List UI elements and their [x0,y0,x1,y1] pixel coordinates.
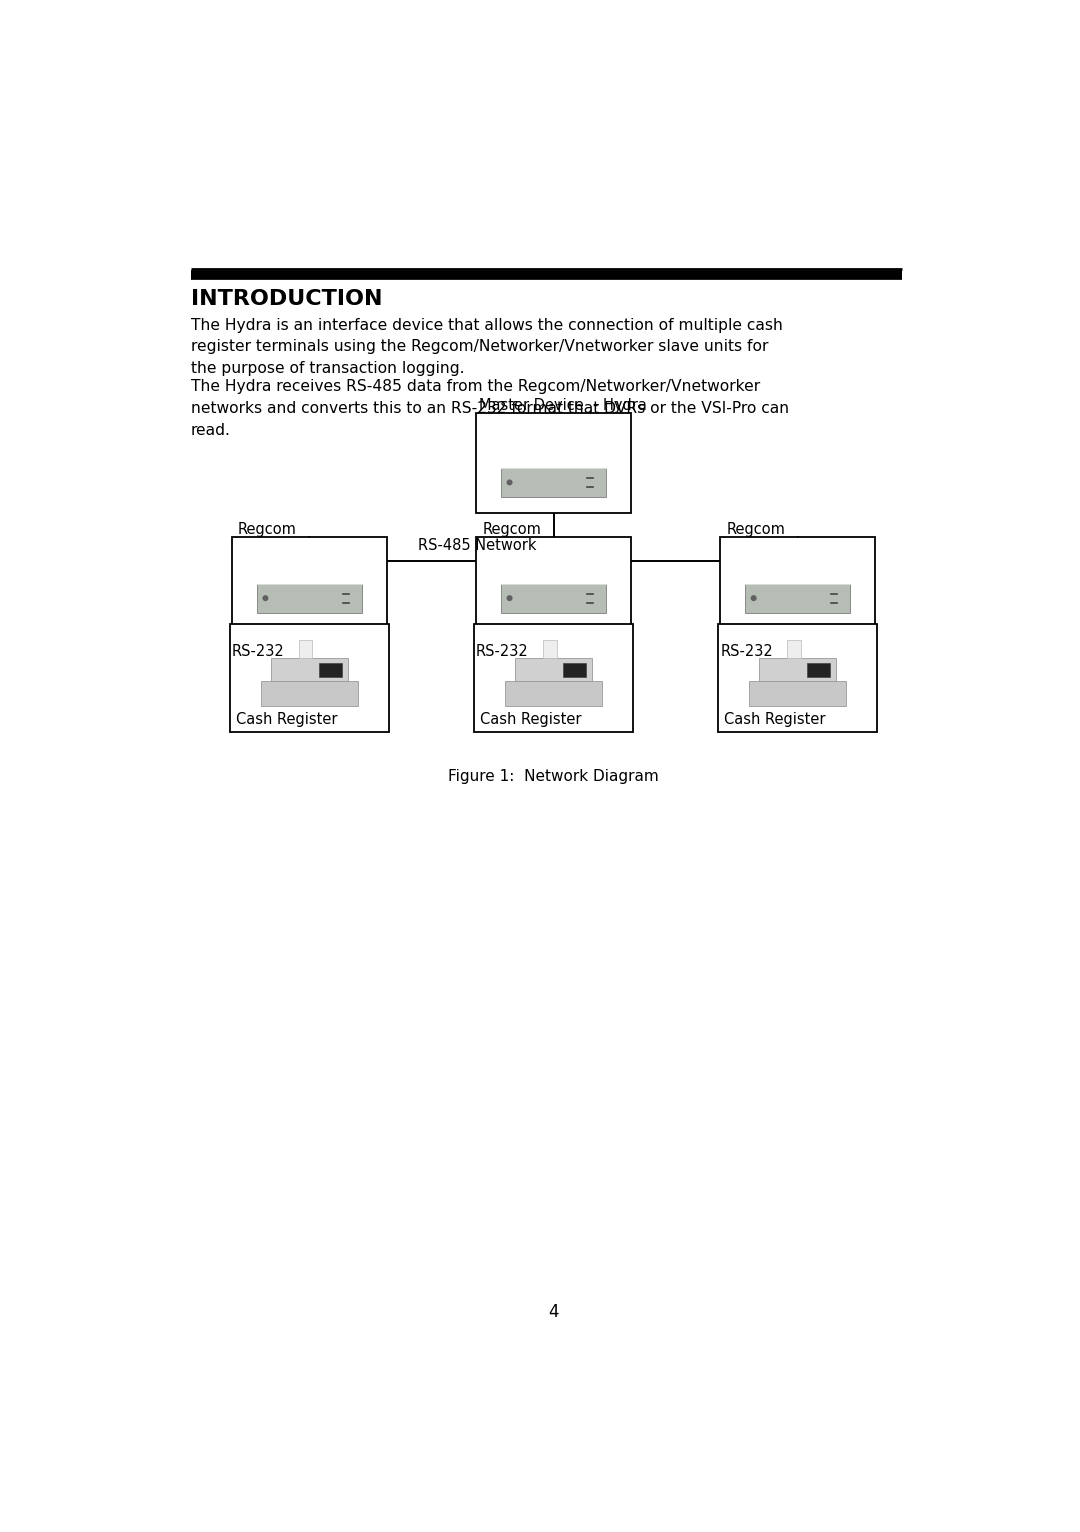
Bar [750,682,846,706]
Bar [232,538,387,625]
Bar [476,412,631,513]
Bar [298,640,312,659]
Bar [505,682,602,706]
Bar [786,640,800,659]
Bar [759,659,836,682]
Bar [807,663,831,677]
Text: Cash Register: Cash Register [481,712,582,728]
Bar [319,663,342,677]
Text: Regcom: Regcom [238,522,297,538]
Bar [261,682,357,706]
Text: RS-485 Network: RS-485 Network [418,538,537,553]
Bar [257,584,362,613]
Bar [476,538,631,625]
Text: Figure 1:  Network Diagram: Figure 1: Network Diagram [448,769,659,784]
Bar [501,584,606,613]
Text: The Hydra is an interface device that allows the connection of multiple cash
reg: The Hydra is an interface device that al… [191,317,783,375]
Circle shape [264,596,268,601]
Text: RS-232: RS-232 [232,643,285,659]
Text: Regcom: Regcom [482,522,541,538]
Text: RS-232: RS-232 [476,643,529,659]
Text: Cash Register: Cash Register [237,712,338,728]
Bar [542,640,556,659]
Circle shape [752,596,756,601]
Bar [230,624,389,732]
Bar [563,663,586,677]
Circle shape [508,596,512,601]
Text: Regcom: Regcom [727,522,785,538]
Text: INTRODUCTION: INTRODUCTION [191,290,382,309]
Bar [718,624,877,732]
Bar [515,659,592,682]
Text: Master Device  - Hydra: Master Device - Hydra [480,397,647,412]
Text: The Hydra receives RS-485 data from the Regcom/Networker/Vnetworker
networks and: The Hydra receives RS-485 data from the … [191,380,788,438]
Bar [474,624,633,732]
Text: RS-232: RS-232 [720,643,773,659]
Bar [720,538,875,625]
Bar [501,467,606,496]
Circle shape [508,480,512,484]
Text: 4: 4 [549,1304,558,1321]
Bar [271,659,348,682]
Bar [745,584,850,613]
Text: Cash Register: Cash Register [725,712,826,728]
